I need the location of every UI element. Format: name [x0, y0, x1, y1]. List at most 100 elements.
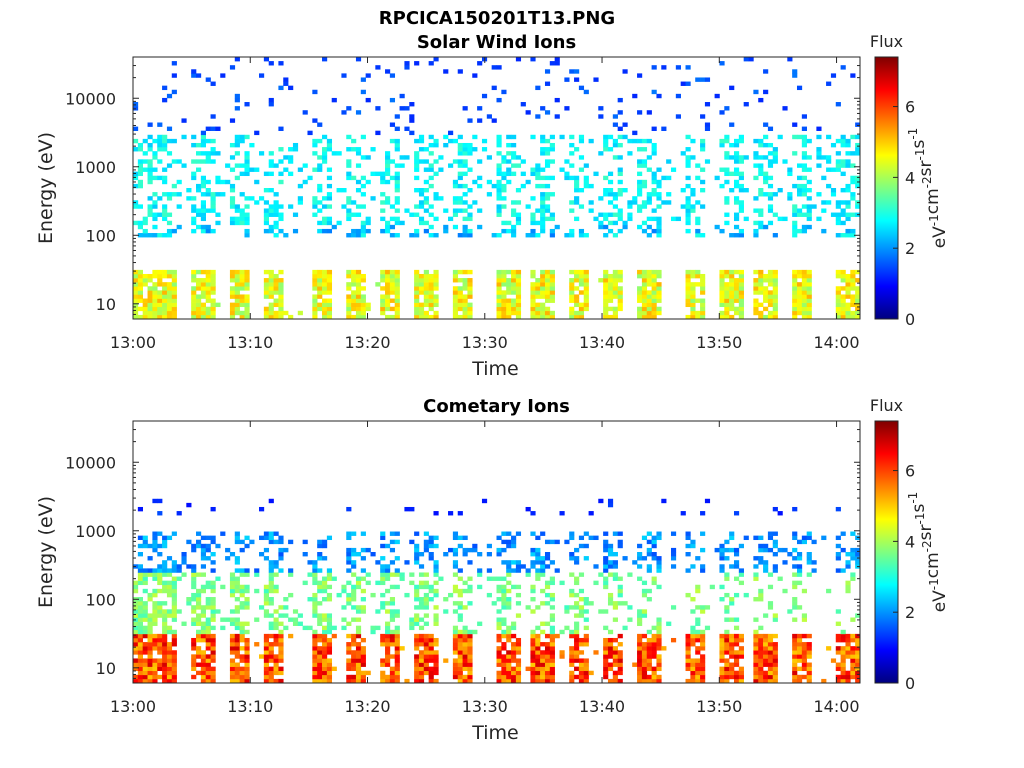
heatmap-cell [656, 298, 662, 303]
heatmap-cell [409, 130, 415, 136]
heatmap-cell [147, 314, 153, 320]
heatmap-cell [380, 298, 386, 303]
heatmap-cell [322, 625, 328, 631]
heatmap-cell [326, 298, 333, 303]
heatmap-cell [452, 625, 459, 631]
heatmap-cell [210, 678, 216, 684]
heatmap-cell [147, 650, 153, 655]
heatmap-cell [738, 183, 744, 189]
heatmap-cell [351, 212, 357, 217]
heatmap-cell [758, 163, 764, 168]
heatmap-cell [467, 633, 473, 639]
heatmap-cell [738, 666, 744, 672]
heatmap-cell [496, 188, 502, 193]
heatmap-cell [801, 642, 807, 647]
heatmap-cell [171, 576, 177, 581]
heatmap-cell [850, 294, 856, 299]
heatmap-cell [535, 650, 541, 655]
heatmap-cell [389, 204, 396, 209]
heatmap-cell [477, 159, 483, 164]
unit-exponent: -2 [920, 176, 934, 188]
heatmap-cell [467, 151, 473, 156]
heatmap-cell [569, 278, 575, 283]
heatmap-cell [569, 678, 575, 684]
heatmap-cell [229, 310, 236, 316]
heatmap-cell [530, 228, 536, 234]
heatmap-cell [234, 294, 240, 299]
heatmap-cell [733, 200, 740, 205]
heatmap-cell [574, 278, 580, 283]
heatmap-cell [157, 175, 163, 181]
heatmap-cell [564, 171, 570, 177]
heatmap-cell [612, 310, 618, 316]
heatmap-cell [317, 666, 323, 672]
heatmap-cell [753, 220, 759, 226]
heatmap-cell [477, 552, 483, 557]
heatmap-cell [147, 629, 153, 635]
heatmap-cell [801, 654, 807, 659]
heatmap-cell [467, 678, 473, 684]
heatmap-cell [273, 539, 279, 545]
heatmap-cell [806, 666, 812, 672]
heatmap-cell [205, 208, 211, 213]
heatmap-cell [763, 69, 769, 74]
heatmap-cell [196, 278, 202, 283]
heatmap-cell [191, 69, 197, 74]
heatmap-cell [564, 106, 570, 111]
heatmap-cell [612, 282, 618, 287]
heatmap-cell [806, 646, 812, 651]
heatmap-cell [651, 89, 657, 95]
heatmap-cell [322, 543, 328, 549]
heatmap-cell [462, 658, 468, 663]
heatmap-cell [627, 200, 633, 205]
heatmap-cell [365, 572, 371, 577]
heatmap-cell [317, 273, 323, 279]
heatmap-cell [322, 597, 328, 602]
heatmap-cell [166, 273, 173, 279]
heatmap-cell [147, 163, 153, 168]
heatmap-cell [763, 179, 769, 185]
heatmap-cell [355, 233, 362, 238]
heatmap-cell [239, 568, 245, 573]
heatmap-cell [147, 613, 153, 618]
heatmap-cell [651, 576, 657, 581]
heatmap-cell [627, 617, 633, 622]
heatmap-cell [772, 278, 778, 283]
heatmap-cell [535, 167, 541, 172]
heatmap-cell [477, 106, 483, 111]
heatmap-cell [544, 306, 551, 312]
heatmap-cell [196, 282, 202, 287]
heatmap-cell [229, 592, 236, 598]
heatmap-cell [317, 580, 323, 586]
heatmap-cell [690, 674, 696, 680]
heatmap-cell [385, 171, 391, 177]
heatmap-cell [501, 273, 507, 279]
heatmap-cell [506, 286, 512, 291]
heatmap-cell [733, 552, 740, 557]
heatmap-cell [394, 613, 400, 618]
heatmap-cell [574, 147, 580, 152]
heatmap-cell [733, 298, 740, 303]
heatmap-cell [385, 625, 391, 631]
heatmap-cell [477, 183, 483, 189]
heatmap-cell [380, 216, 386, 222]
heatmap-cell [133, 302, 139, 308]
heatmap-cell [331, 625, 337, 631]
heatmap-cell [200, 306, 206, 312]
heatmap-cell [322, 57, 328, 62]
heatmap-cell [578, 670, 585, 676]
heatmap-cell [385, 294, 391, 299]
heatmap-cell [147, 142, 153, 148]
heatmap-cell [549, 298, 555, 303]
heatmap-cell [506, 290, 512, 295]
heatmap-cell [133, 220, 139, 226]
heatmap-cell [850, 73, 856, 78]
heatmap-cell [792, 273, 798, 279]
heatmap-cell [850, 134, 856, 140]
heatmap-cell [501, 302, 507, 308]
heatmap-cell [685, 65, 691, 70]
heatmap-cell [588, 183, 594, 189]
heatmap-cell [210, 584, 216, 590]
heatmap-cell [738, 654, 744, 659]
heatmap-cell [486, 543, 492, 549]
